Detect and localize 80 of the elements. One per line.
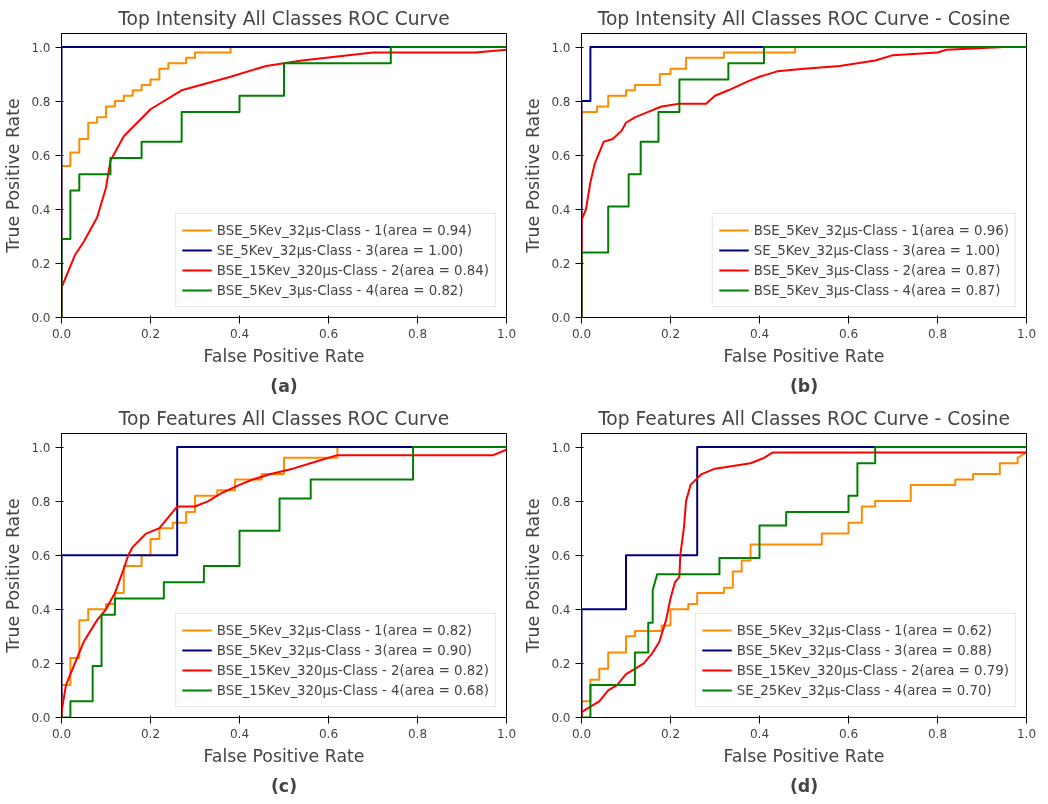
y-tick-label: 1.0: [31, 40, 51, 55]
x-tick-label: 0.0: [51, 326, 72, 341]
y-tick-label: 0.6: [31, 548, 51, 563]
chart-title: Top Intensity All Classes ROC Curve - Cosine: [596, 7, 1011, 29]
x-tick-label: 0.4: [749, 326, 770, 341]
y-tick-label: 0.0: [551, 711, 571, 725]
legend-label: SE_5Kev_32μs-Class - 3(area = 1.00): [216, 242, 464, 258]
chart-title: Top Features All Classes ROC Curve - Cosine: [597, 407, 1010, 429]
y-axis-title: True Positive Rate: [523, 498, 544, 654]
legend-label: BSE_5Kev_32μs-Class - 1(area = 0.82): [216, 622, 473, 638]
y-tick-label: 1.0: [31, 440, 51, 455]
x-tick-label: 0.2: [660, 326, 681, 341]
legend-label: BSE_5Kev_32μs-Class - 1(area = 0.94): [216, 222, 473, 238]
y-tick-label: 1.0: [551, 440, 571, 455]
legend-label: SE_25Kev_32μs-Class - 4(area = 0.70): [736, 682, 992, 698]
legend-label: BSE_15Kev_320μs-Class - 2(area = 0.82): [216, 662, 489, 678]
legend-label: BSE_5Kev_32μs-Class - 1(area = 0.62): [736, 622, 993, 638]
y-axis-title: True Positive Rate: [3, 98, 24, 254]
legend-label: BSE_5Kev_32μs-Class - 3(area = 0.90): [216, 642, 473, 658]
y-tick-label: 0.0: [31, 711, 51, 725]
x-axis-title: False Positive Rate: [203, 745, 365, 766]
x-tick-label: 0.6: [838, 326, 859, 341]
legend-label: BSE_5Kev_32μs-Class - 3(area = 0.88): [736, 642, 993, 658]
text: (a): [270, 375, 298, 396]
legend-label: BSE_5Kev_3μs-Class - 4(area = 0.87): [753, 282, 1001, 298]
y-tick-label: 0.4: [31, 602, 51, 617]
chart-title: Top Features All Classes ROC Curve: [117, 407, 450, 429]
x-tick-label: 0.0: [571, 326, 592, 341]
y-tick-label: 0.6: [551, 148, 571, 163]
legend-label: BSE_15Kev_320μs-Class - 2(area = 0.79): [736, 662, 1009, 678]
x-tick-label: 0.6: [318, 326, 339, 341]
text: (d): [789, 775, 819, 796]
chart-title: Top Intensity All Classes ROC Curve: [117, 7, 450, 29]
y-tick-label: 0.2: [31, 656, 51, 671]
x-tick-label: 0.2: [140, 326, 161, 341]
x-tick-label: 0.4: [229, 326, 250, 341]
x-tick-label: 0.8: [927, 726, 948, 741]
x-axis-title: False Positive Rate: [203, 345, 365, 366]
y-axis-title: True Positive Rate: [523, 98, 544, 254]
y-tick-label: 0.6: [31, 148, 51, 163]
x-tick-label: 0.6: [318, 726, 339, 741]
y-tick-label: 0.8: [551, 94, 571, 109]
x-axis-title: False Positive Rate: [723, 745, 885, 766]
y-axis-title: True Positive Rate: [3, 498, 24, 654]
text: (c): [270, 775, 298, 796]
legend-label: SE_5Kev_32μs-Class - 3(area = 1.00): [753, 242, 1001, 258]
x-tick-label: 0.2: [660, 726, 681, 741]
x-tick-label: 0.6: [838, 726, 859, 741]
y-tick-label: 1.0: [551, 40, 571, 55]
y-tick-label: 0.4: [551, 202, 571, 217]
text: (b): [789, 375, 819, 396]
legend-label: BSE_15Kev_320μs-Class - 4(area = 0.68): [216, 682, 489, 698]
x-tick-label: 0.0: [571, 726, 592, 741]
y-tick-label: 0.2: [551, 656, 571, 671]
y-tick-label: 0.8: [31, 94, 51, 109]
legend-label: BSE_15Kev_320μs-Class - 2(area = 0.84): [216, 262, 489, 278]
y-tick-label: 0.6: [551, 548, 571, 563]
x-tick-label: 1.0: [1016, 726, 1037, 741]
y-tick-label: 0.4: [31, 202, 51, 217]
x-axis-title: False Positive Rate: [723, 345, 885, 366]
x-tick-label: 0.0: [51, 726, 72, 741]
x-tick-label: 0.4: [749, 726, 770, 741]
y-tick-label: 0.8: [31, 494, 51, 509]
y-tick-label: 0.2: [551, 256, 571, 271]
legend-label: BSE_5Kev_32μs-Class - 1(area = 0.96): [753, 222, 1009, 238]
x-tick-label: 1.0: [496, 726, 517, 741]
y-tick-label: 0.4: [551, 602, 571, 617]
legend-label: BSE_5Kev_3μs-Class - 4(area = 0.82): [216, 282, 464, 298]
x-tick-label: 0.2: [140, 726, 161, 741]
x-tick-label: 0.8: [407, 726, 428, 741]
x-tick-label: 1.0: [496, 326, 517, 341]
x-tick-label: 0.4: [229, 726, 250, 741]
legend-label: BSE_5Kev_3μs-Class - 2(area = 0.87): [753, 262, 1001, 278]
y-tick-label: 0.0: [551, 311, 571, 325]
x-tick-label: 1.0: [1016, 326, 1037, 341]
y-tick-label: 0.0: [31, 311, 51, 325]
x-tick-label: 0.8: [407, 326, 428, 341]
y-tick-label: 0.8: [551, 494, 571, 509]
y-tick-label: 0.2: [31, 256, 51, 271]
x-tick-label: 0.8: [927, 326, 948, 341]
